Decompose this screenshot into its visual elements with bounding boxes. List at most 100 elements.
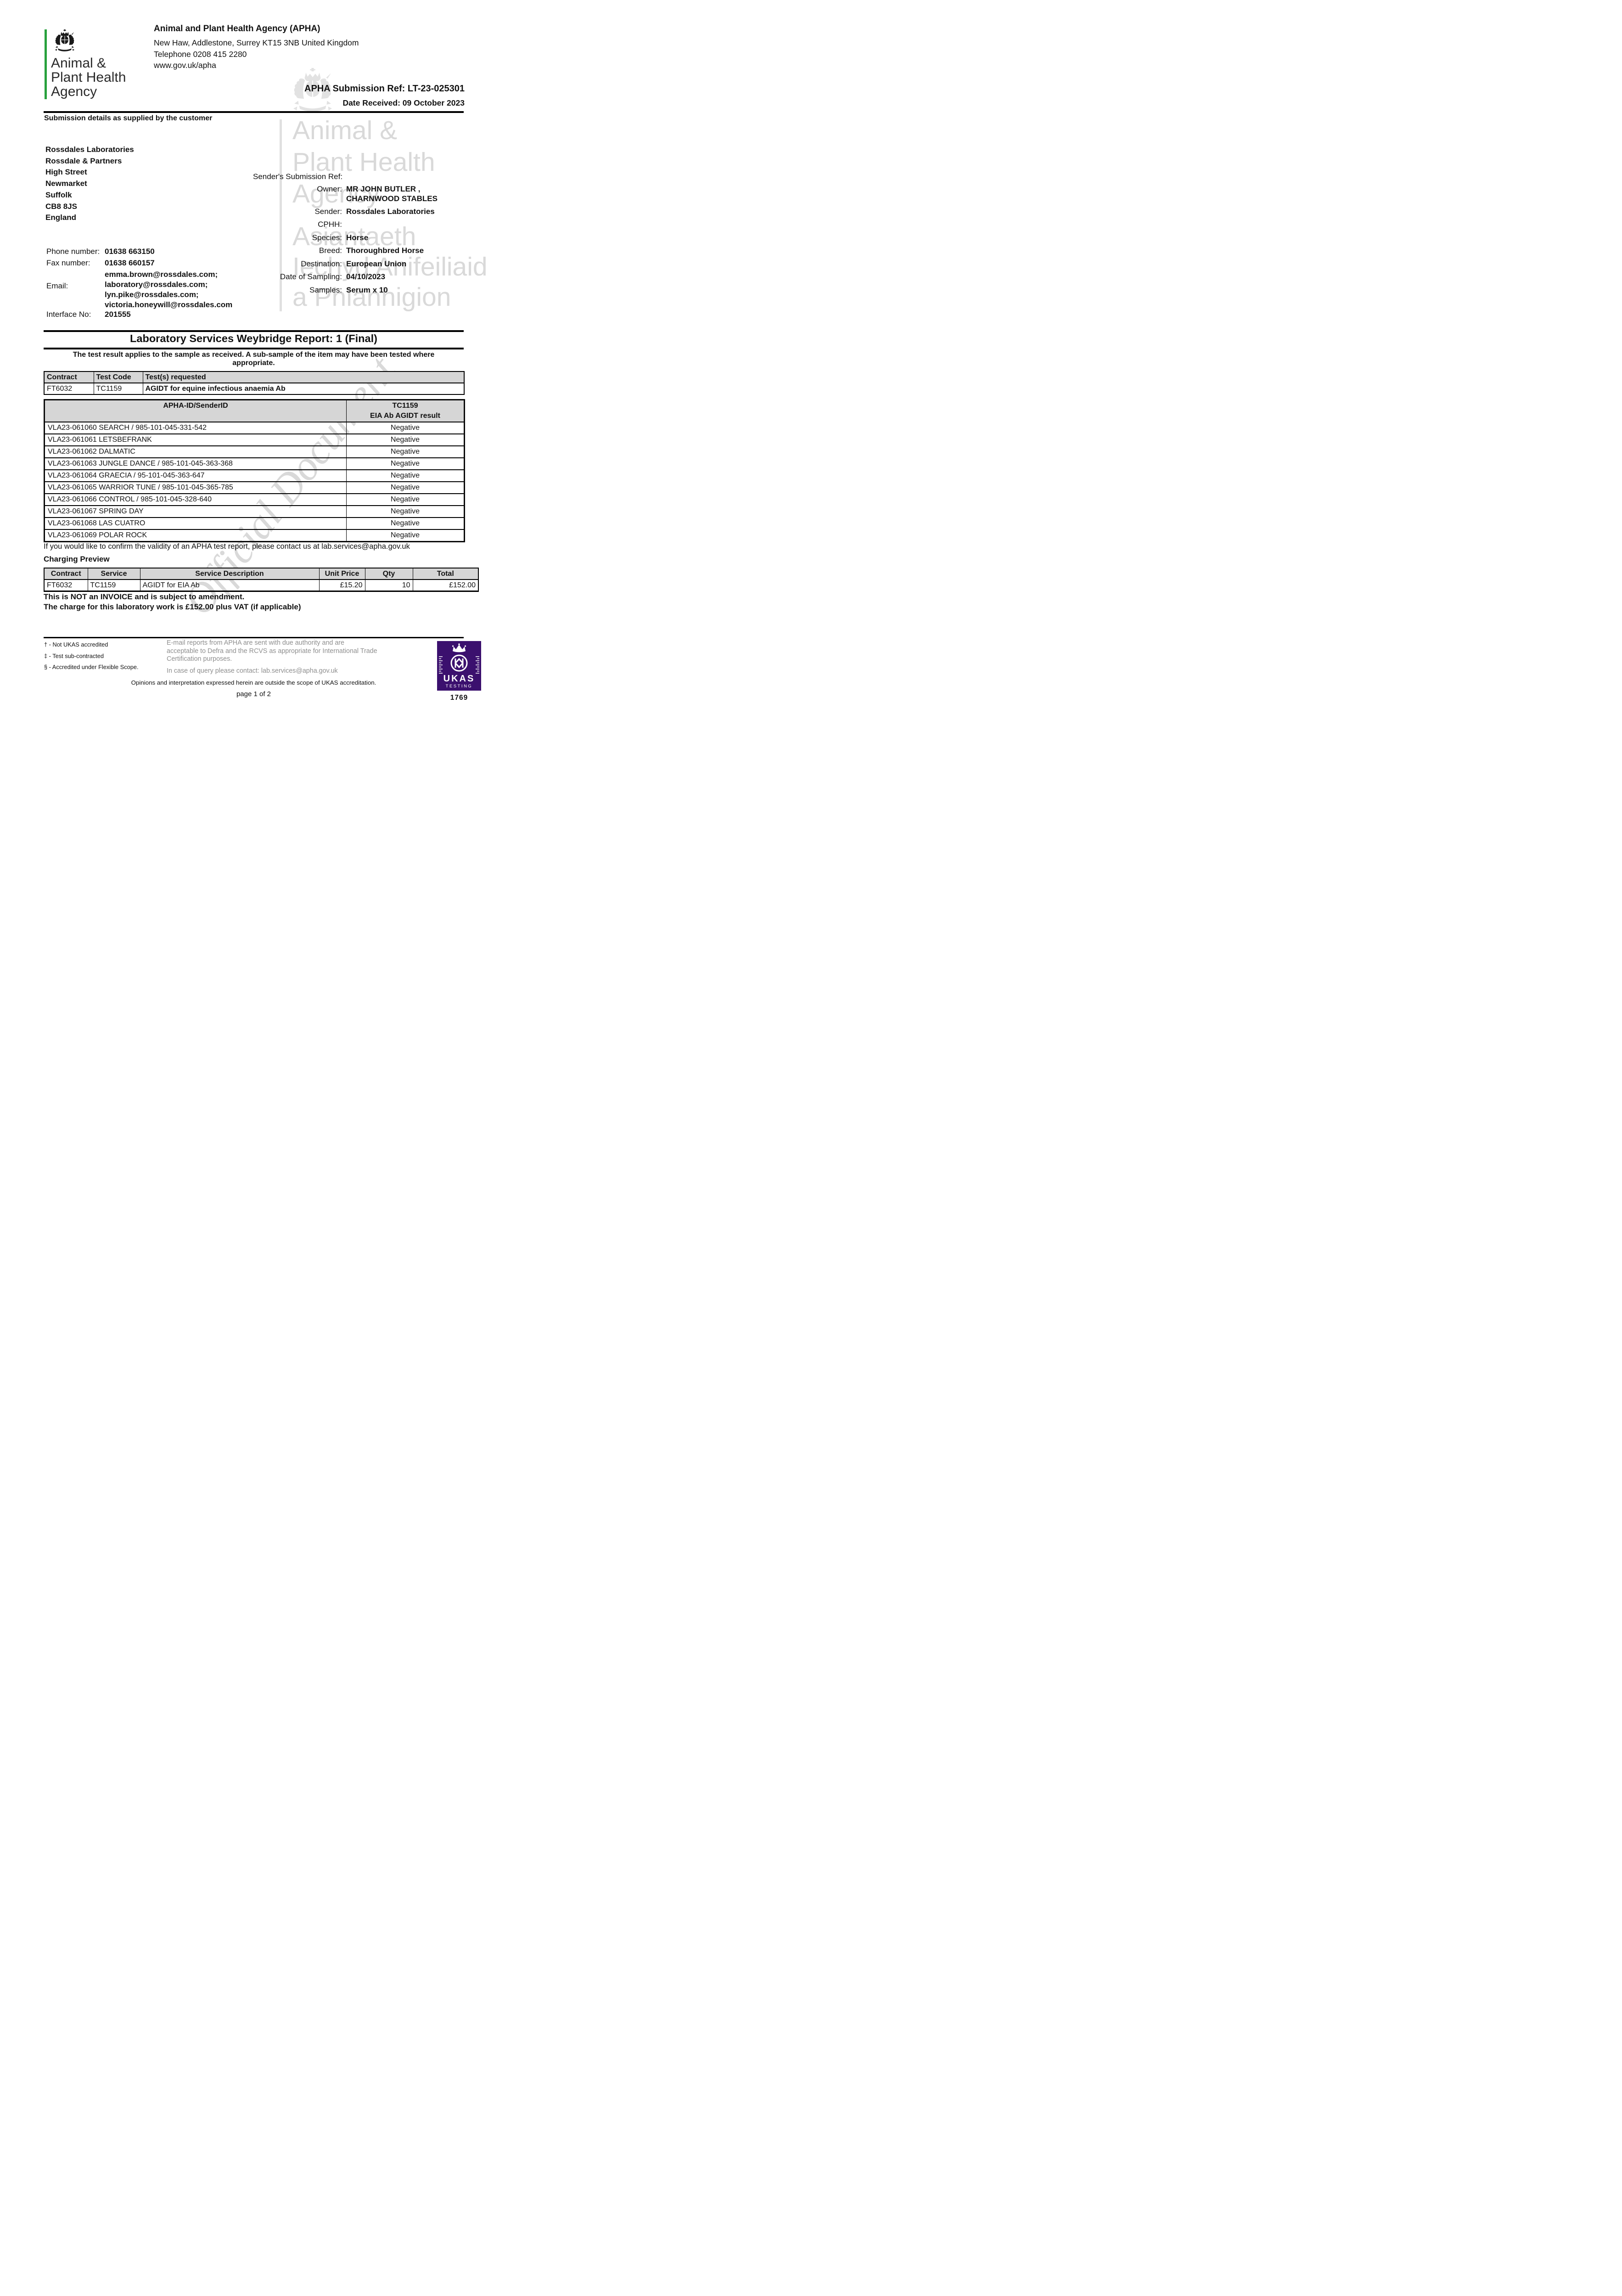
report-note-line: appropriate. xyxy=(232,359,275,367)
destination-value: European Union xyxy=(346,259,407,268)
watermark-logo-line: Plant Health xyxy=(292,147,435,177)
detail-row-owner: Owner: MR JOHN BUTLER , CHARNWOOD STABLE… xyxy=(174,185,468,203)
fax-label: Fax number: xyxy=(46,259,90,267)
sender-submission-ref-label: Sender's Submission Ref: xyxy=(253,172,343,181)
detail-row-sampling-date: Date of Sampling: 04/10/2023 xyxy=(174,272,468,282)
ukas-testing-logo-icon: UKAS TESTING xyxy=(437,641,481,691)
email-authority-note: E-mail reports from APHA are sent with d… xyxy=(167,639,386,675)
email-label: Email: xyxy=(46,281,68,290)
breed-label: Breed: xyxy=(319,246,342,255)
sample-id: VLA23-061065 WARRIOR TUNE / 985-101-045-… xyxy=(44,481,347,494)
table-row: VLA23-061064 GRAECIA / 95-101-045-363-64… xyxy=(44,469,465,482)
email-address: emma.brown@rossdales.com; xyxy=(105,270,218,279)
tests-requested-table: Contract Test Code Test(s) requested FT6… xyxy=(44,371,465,395)
email-address: victoria.honeywill@rossdales.com xyxy=(105,300,233,309)
contract-header: Contract xyxy=(44,568,88,580)
contract-value: FT6032 xyxy=(44,579,88,591)
result-value: Negative xyxy=(346,529,465,542)
invoice-notice-line: The charge for this laboratory work is £… xyxy=(44,602,301,611)
contract-header: Contract xyxy=(44,371,94,383)
sample-id: VLA23-061067 SPRING DAY xyxy=(44,505,347,518)
result-value: Negative xyxy=(346,445,465,458)
total-value: £152.00 xyxy=(412,579,479,591)
charging-preview-heading: Charging Preview xyxy=(44,555,110,563)
service-description-header: Service Description xyxy=(140,568,320,580)
agency-website: www.gov.uk/apha xyxy=(154,61,216,70)
interface-value: 201555 xyxy=(105,310,131,319)
sample-id: VLA23-061068 LAS CUATRO xyxy=(44,517,347,529)
sample-id: VLA23-061064 GRAECIA / 95-101-045-363-64… xyxy=(44,469,347,482)
detail-row-destination: Destination: European Union xyxy=(174,259,468,269)
table-row: VLA23-061060 SEARCH / 985-101-045-331-54… xyxy=(44,422,465,434)
report-note-line: The test result applies to the sample as… xyxy=(73,351,435,359)
test-code-header: Test Code xyxy=(93,371,143,383)
ukas-scope-note: Opinions and interpretation expressed he… xyxy=(131,679,376,686)
date-received: Date Received: 09 October 2023 xyxy=(342,98,465,107)
sender-value: Rossdales Laboratories xyxy=(346,207,435,216)
sampling-date-label: Date of Sampling: xyxy=(280,272,342,281)
sample-id: VLA23-061066 CONTROL / 985-101-045-328-6… xyxy=(44,493,347,506)
table-row: VLA23-061065 WARRIOR TUNE / 985-101-045-… xyxy=(44,481,465,494)
sampling-date-value: 04/10/2023 xyxy=(346,272,386,281)
address-line: Rossdale & Partners xyxy=(45,156,122,165)
ukas-type-label: TESTING xyxy=(446,684,473,689)
watermark-logo-line: Iechyd Anifeiliaid xyxy=(292,252,488,281)
apha-logo-wordmark: Animal & Plant Health Agency xyxy=(51,56,126,99)
qty-value: 10 xyxy=(365,579,413,591)
footer-divider xyxy=(44,637,464,638)
breed-value: Thoroughbred Horse xyxy=(346,246,424,255)
result-value: Negative xyxy=(346,469,465,482)
result-header: TC1159 EIA Ab AGIDT result xyxy=(346,400,465,422)
logo-line: Agency xyxy=(51,84,97,99)
email-authority-line: Certification purposes. xyxy=(167,655,232,663)
result-value: Negative xyxy=(346,433,465,446)
result-value: Negative xyxy=(346,505,465,518)
submission-ref-block: APHA Submission Ref: LT-23-025301 Date R… xyxy=(304,84,465,108)
table-row: FT6032 TC1159 AGIDT for EIA Ab £15.20 10… xyxy=(44,579,479,591)
owner-value: MR JOHN BUTLER , CHARNWOOD STABLES xyxy=(346,185,438,203)
table-row: VLA23-061067 SPRING DAY Negative xyxy=(44,505,465,518)
result-value: Negative xyxy=(346,422,465,434)
table-row: VLA23-061061 LETSBEFRANK Negative xyxy=(44,433,465,446)
table-row: VLA23-061063 JUNGLE DANCE / 985-101-045-… xyxy=(44,457,465,470)
charging-table: Contract Service Service Description Uni… xyxy=(44,568,479,592)
report-title: Laboratory Services Weybridge Report: 1 … xyxy=(130,332,377,344)
agency-telephone: Telephone 0208 415 2280 xyxy=(154,49,247,59)
total-header: Total xyxy=(412,568,479,580)
ukas-wordmark: UKAS xyxy=(443,674,475,684)
table-header-row: Contract Test Code Test(s) requested xyxy=(44,371,465,383)
contract-value: FT6032 xyxy=(44,383,94,395)
service-description-value: AGIDT for EIA Ab xyxy=(140,579,320,591)
page-number: page 1 of 2 xyxy=(236,690,271,698)
accreditation-notes: † - Not UKAS accredited ‡ - Test sub-con… xyxy=(44,641,139,675)
agency-title: Animal and Plant Health Agency (APHA) xyxy=(154,24,320,34)
watermark-logo-line: Agency xyxy=(292,179,380,208)
table-header-row: APHA-ID/SenderID TC1159 EIA Ab AGIDT res… xyxy=(44,400,465,422)
watermark-logo-line: a Phlanhigion xyxy=(292,282,451,312)
test-code-value: TC1159 xyxy=(93,383,143,395)
address-line: Rossdales Laboratories xyxy=(45,145,134,154)
email-address: laboratory@rossdales.com; xyxy=(105,280,208,289)
sender-label: Sender: xyxy=(314,207,342,216)
service-header: Service xyxy=(87,568,140,580)
apha-id-header: APHA-ID/SenderID xyxy=(44,400,347,422)
report-title-rule-bottom xyxy=(44,348,464,349)
service-value: TC1159 xyxy=(87,579,140,591)
email-authority-line: E-mail reports from APHA are sent with d… xyxy=(167,639,344,647)
address-line: High Street xyxy=(45,168,87,177)
species-value: Horse xyxy=(346,233,369,242)
phone-row: Phone number: 01638 663150 xyxy=(46,247,155,256)
phone-value: 01638 663150 xyxy=(105,247,155,256)
watermark-logo-line: Asiantaeth xyxy=(292,222,416,251)
sample-id: VLA23-061063 JUNGLE DANCE / 985-101-045-… xyxy=(44,457,347,470)
table-row: VLA23-061069 POLAR ROCK Negative xyxy=(44,529,465,542)
apha-submission-ref: APHA Submission Ref: LT-23-025301 xyxy=(304,84,465,94)
submission-details-heading: Submission details as supplied by the cu… xyxy=(44,114,213,122)
destination-label: Destination: xyxy=(301,259,342,268)
samples-label: Samples: xyxy=(309,286,342,294)
logo-line: Animal & xyxy=(51,56,107,71)
detail-row-cphh: CPHH: xyxy=(174,220,468,229)
owner-label: Owner: xyxy=(317,185,342,193)
table-row: FT6032 TC1159 AGIDT for equine infectiou… xyxy=(44,383,465,395)
qty-header: Qty xyxy=(365,568,413,580)
